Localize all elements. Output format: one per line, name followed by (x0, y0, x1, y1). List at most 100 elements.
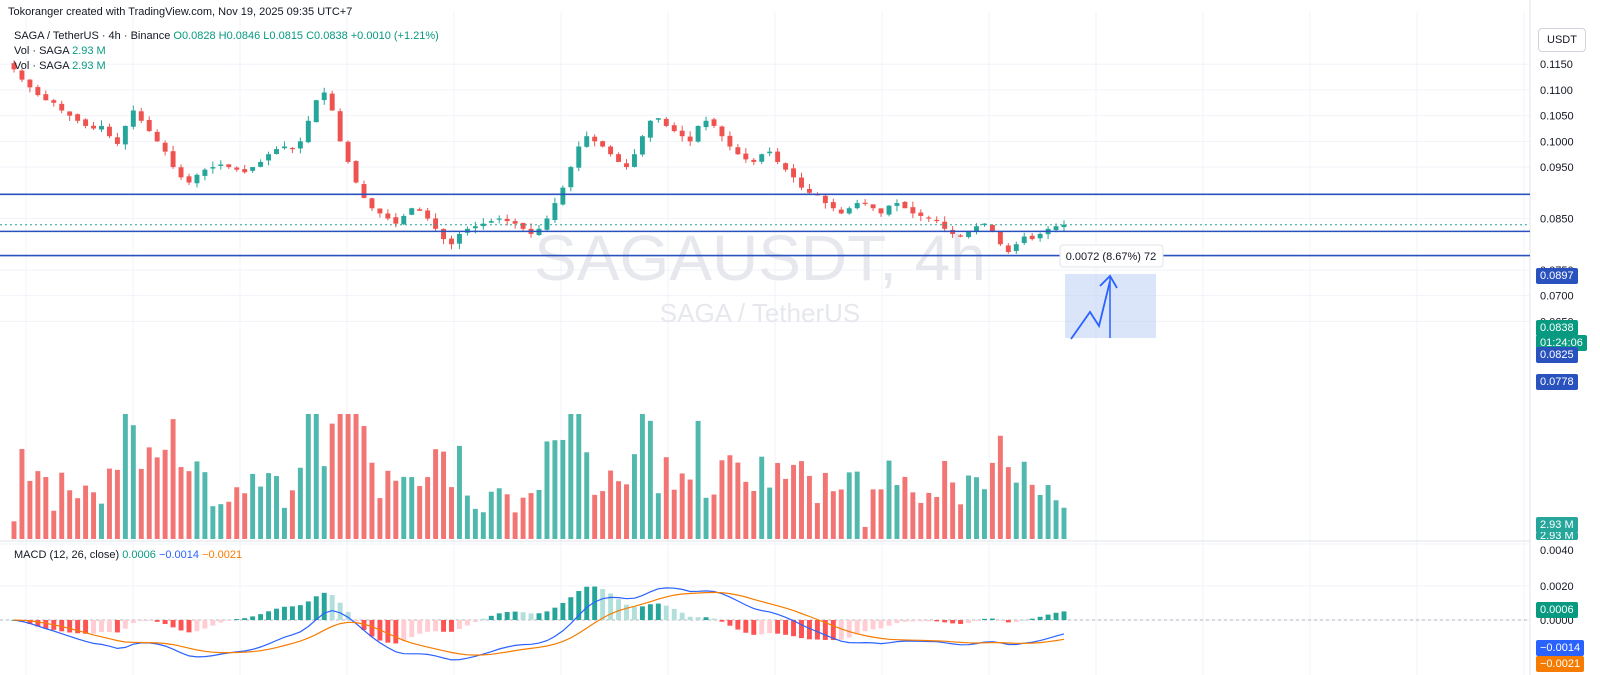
candle-body (608, 146, 614, 155)
candle-body (981, 223, 987, 225)
candle-body (671, 125, 677, 132)
candle-body (449, 238, 454, 245)
volume-bar (997, 435, 1003, 539)
macd-hist-bar (783, 620, 789, 635)
macd-hist-bar (1029, 618, 1035, 620)
macd-hist-bar (997, 620, 1003, 621)
macd-hist-bar (218, 620, 224, 623)
legend-vol-value: 2.93 M (72, 60, 106, 72)
volume-bar (838, 489, 844, 539)
volume-bar (552, 440, 558, 539)
macd-hist-bar (552, 607, 558, 620)
volume-bar (1013, 482, 1019, 539)
volume-bar (966, 475, 972, 539)
macd-hist-bar (592, 586, 598, 620)
macd-hist-bar (528, 613, 534, 620)
macd-hist-bar (663, 605, 669, 620)
candle-body (1053, 226, 1059, 231)
volume-bar (305, 414, 311, 539)
candle-body (472, 226, 478, 229)
macd-tick-label: 0.0020 (1540, 581, 1574, 593)
candle-body (210, 167, 216, 169)
volume-bar (934, 496, 940, 539)
macd-hist-bar (433, 620, 439, 632)
candle-body (830, 202, 836, 209)
macd-hist-bar (289, 606, 295, 620)
currency-unit-button[interactable]: USDT (1538, 28, 1586, 52)
macd-hist-bar (91, 620, 97, 634)
macd-hist-bar (910, 620, 916, 622)
candle-body (369, 198, 375, 209)
volume-bar (870, 489, 876, 539)
measure-label: 0.0072 (8.67%) 72 (1066, 251, 1157, 263)
macd-hist-bar (958, 620, 964, 624)
volume-bar (51, 510, 57, 539)
volume-bar (608, 470, 614, 539)
volume-bar (1029, 484, 1035, 539)
volume-bar (154, 457, 160, 539)
last-price-tag: 0.0838 (1536, 320, 1578, 336)
volume-bar (958, 504, 964, 539)
measure-label-box (1059, 244, 1164, 268)
candle-body (751, 159, 757, 162)
price-tick-label: 0.0950 (1540, 162, 1574, 174)
candle-body (353, 161, 359, 183)
candle-body (584, 136, 590, 147)
candle-body (385, 213, 391, 219)
volume-bar (35, 471, 41, 539)
macd-hist-bar (822, 620, 828, 640)
candle-body (19, 70, 25, 80)
macd-hist-bar (480, 618, 486, 620)
price-tick-label: 0.0850 (1540, 214, 1574, 226)
candle-body (616, 154, 622, 162)
volume-bar (902, 476, 908, 539)
candle-body (99, 125, 104, 130)
macd-hist-bar (743, 620, 749, 633)
legend-macd-signal: −0.0021 (202, 549, 243, 561)
macd-hist-bar (106, 620, 112, 633)
watermark-name: SAGA / TetherUS (660, 298, 860, 328)
candle-body (703, 120, 709, 128)
volume-bar (170, 419, 176, 539)
macd-hist-bar (647, 604, 653, 620)
volume-bar (59, 472, 65, 539)
macd-hist-bar (194, 620, 200, 632)
candle-body (552, 203, 558, 220)
level-tag-0897: 0.0897 (1536, 268, 1578, 284)
header-credit: Tokoranger created with TradingView.com,… (8, 6, 353, 18)
volume-bar (647, 420, 653, 539)
macd-tick-label: 0.0040 (1540, 545, 1574, 557)
measure-tool: 0.0072 (8.67%) 72 (1059, 244, 1164, 340)
macd-hist-bar (464, 620, 470, 626)
macd-hist-bar (281, 606, 287, 620)
legend-vol-label: Vol · SAGA (14, 60, 70, 72)
volume-bar (639, 414, 645, 539)
macd-hist-bar (337, 602, 343, 620)
candle-body (695, 125, 701, 142)
candle-body (711, 119, 717, 126)
macd-signal-tag: −0.0021 (1536, 656, 1585, 672)
candle-body (560, 187, 566, 205)
macd-hist-bar (616, 599, 622, 620)
candle-body (966, 231, 972, 238)
candle-body (27, 79, 33, 88)
volume-tag: 2.93 M (1536, 517, 1578, 533)
candle-body (504, 218, 510, 222)
candle-body (687, 136, 693, 142)
candle-body (918, 212, 924, 216)
candle-body (75, 114, 81, 121)
macd-hist-bar (926, 620, 932, 622)
volume-bar (297, 467, 303, 539)
volume-bar (425, 477, 431, 539)
candle-body (862, 202, 868, 205)
macd-hist-bar (202, 620, 208, 629)
volume-bar (178, 467, 184, 539)
volume-bar (122, 414, 128, 539)
candle-body (544, 218, 550, 230)
volume-bar (146, 447, 152, 539)
volume-bar (361, 426, 367, 539)
candle-body (639, 136, 645, 155)
candle-body (926, 217, 932, 219)
